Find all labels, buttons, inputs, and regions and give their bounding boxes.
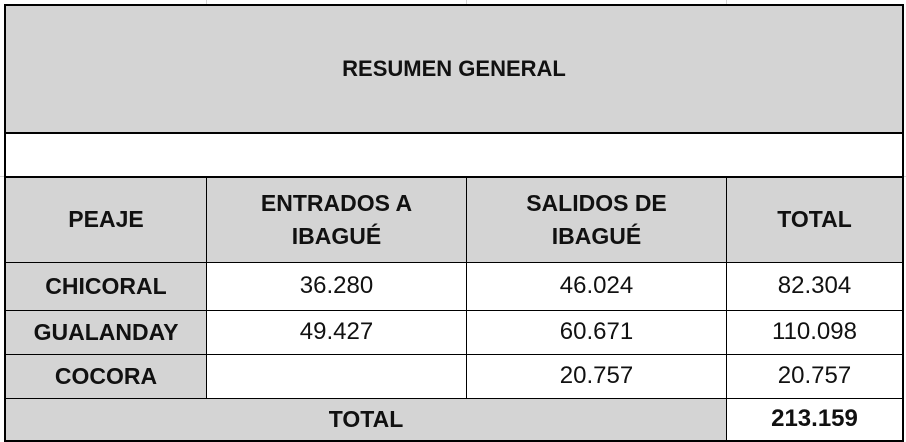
cell-salidos: 46.024 <box>466 262 726 310</box>
cell-total: 110.098 <box>726 310 904 354</box>
header-total: TOTAL <box>726 176 904 262</box>
header-peaje: PEAJE <box>4 176 206 262</box>
cell-entrados: 36.280 <box>206 262 466 310</box>
cell-total: 82.304 <box>726 262 904 310</box>
row-peaje: COCORA <box>4 354 206 398</box>
row-peaje: CHICORAL <box>4 262 206 310</box>
header-entrados: ENTRADOS A IBAGUÉ <box>206 176 466 262</box>
header-salidos: SALIDOS DE IBAGUÉ <box>466 176 726 262</box>
row-peaje: GUALANDAY <box>4 310 206 354</box>
empty-row <box>4 134 904 176</box>
cell-total: 20.757 <box>726 354 904 398</box>
cell-entrados <box>206 354 466 398</box>
cell-salidos: 60.671 <box>466 310 726 354</box>
summary-title: RESUMEN GENERAL <box>4 4 904 134</box>
total-label: TOTAL <box>4 398 726 442</box>
cell-salidos: 20.757 <box>466 354 726 398</box>
grand-total: 213.159 <box>726 398 904 442</box>
cell-entrados: 49.427 <box>206 310 466 354</box>
